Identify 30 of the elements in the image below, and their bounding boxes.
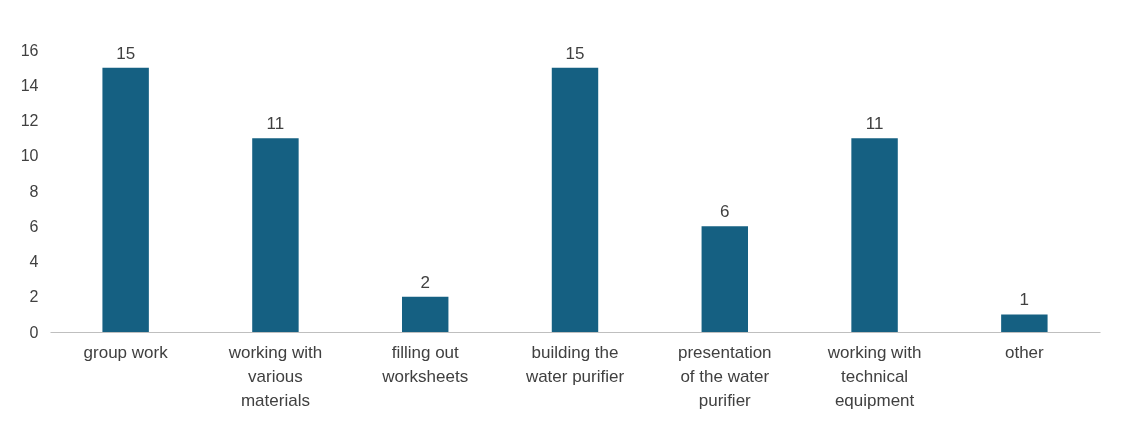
data-label: 11: [266, 114, 285, 134]
x-tick-label: other: [1004, 342, 1045, 362]
y-tick-label: 8: [29, 182, 39, 200]
x-tick-label: building the water purifier: [524, 342, 625, 386]
bar: [402, 296, 449, 332]
data-label: 2: [420, 272, 430, 292]
x-tick-label: working with technical equipment: [826, 342, 922, 410]
y-tick-label: 10: [20, 147, 39, 165]
y-tick-label: 2: [29, 288, 39, 306]
bar: [102, 67, 149, 332]
y-tick-label: 4: [29, 253, 39, 270]
x-tick-label: filling out worksheets: [381, 342, 469, 386]
y-tick-label: 14: [20, 76, 39, 94]
data-label: 15: [116, 43, 136, 63]
y-tick-label: 12: [20, 112, 39, 129]
bar: [551, 67, 599, 332]
data-label: 1: [1019, 290, 1030, 310]
data-label: 15: [565, 43, 585, 63]
y-tick-label: 6: [29, 217, 39, 235]
y-tick-label: 0: [29, 323, 39, 341]
data-label: 11: [865, 114, 884, 134]
bar: [252, 138, 299, 332]
bar: [701, 226, 748, 332]
y-tick-label: 16: [20, 41, 39, 59]
x-tick-label: presentation of the water purifier: [678, 342, 772, 410]
bar: [851, 138, 898, 332]
x-tick-label: working with various materials: [227, 342, 323, 410]
x-tick-label: group work: [83, 342, 169, 362]
bar: [1001, 314, 1048, 332]
data-label: 6: [720, 202, 730, 222]
